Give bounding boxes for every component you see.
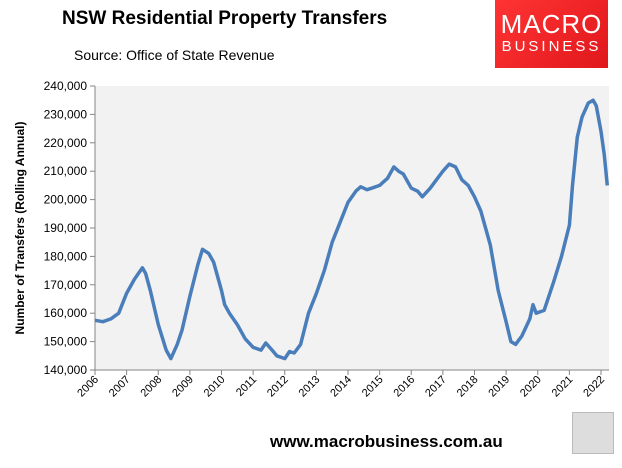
footer-url: www.macrobusiness.com.au: [270, 432, 503, 451]
x-tick-label: 2019: [486, 374, 512, 400]
y-tick-label: 160,000: [44, 306, 88, 320]
x-tick-label: 2022: [581, 374, 607, 400]
y-tick-label: 190,000: [44, 221, 88, 235]
chart-title: NSW Residential Property Transfers: [62, 8, 388, 29]
logo-line2: BUSINESS: [501, 38, 602, 55]
x-tick-label: 2020: [518, 374, 544, 400]
y-axis-label: Number of Transfers (Rolling Annual): [13, 122, 27, 335]
y-tick-label: 230,000: [44, 107, 88, 121]
y-tick-label: 150,000: [44, 335, 88, 349]
y-tick-label: 220,000: [44, 136, 88, 150]
x-tick-label: 2012: [265, 374, 291, 400]
x-tick-label: 2015: [360, 374, 386, 400]
x-tick-label: 2014: [328, 374, 354, 400]
x-tick-label: 2013: [297, 374, 323, 400]
logo-line1: MACRO: [500, 9, 603, 39]
x-tick-label: 2017: [423, 374, 449, 400]
x-tick-label: 2008: [139, 374, 165, 400]
y-tick-label: 200,000: [44, 193, 88, 207]
macrobusiness-logo: MACRO BUSINESS: [495, 0, 608, 68]
plot-area: [95, 86, 609, 370]
series-line-transfers: [94, 98, 610, 361]
y-tick-label: 140,000: [44, 363, 88, 377]
x-tick-label: 2016: [392, 374, 418, 400]
y-tick-label: 240,000: [44, 79, 88, 93]
x-tick-label: 2018: [455, 374, 481, 400]
fox-logo-icon: [572, 412, 614, 454]
x-tick-label: 2021: [550, 374, 576, 400]
x-tick-label: 2007: [107, 374, 133, 400]
x-tick-label: 2011: [234, 374, 259, 399]
x-tick-label: 2006: [75, 374, 101, 400]
y-tick-label: 210,000: [44, 164, 88, 178]
chart-subtitle: Source: Office of State Revenue: [74, 47, 275, 63]
y-tick-label: 170,000: [44, 278, 88, 292]
x-tick-label: 2009: [170, 374, 196, 400]
x-tick-label: 2010: [202, 374, 228, 400]
y-tick-label: 180,000: [44, 249, 88, 263]
